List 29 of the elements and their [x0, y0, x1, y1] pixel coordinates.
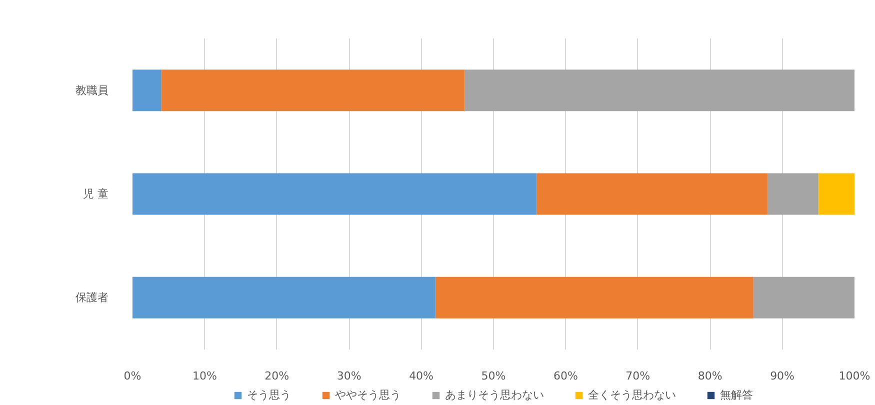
bar	[436, 276, 754, 318]
x-tick-label: 100%	[838, 370, 870, 382]
bar	[818, 173, 854, 215]
x-tick-label: 70%	[626, 370, 650, 382]
bar	[132, 276, 436, 318]
x-tick-label: 80%	[698, 370, 722, 382]
bar	[161, 70, 465, 112]
x-tick-label: 50%	[481, 370, 506, 382]
bar	[753, 276, 854, 318]
x-tick-label: 0%	[124, 370, 142, 382]
bar	[132, 70, 162, 112]
legend-label: そう思う	[247, 388, 291, 402]
y-tick-label: 教職員	[76, 84, 108, 97]
x-tick-label: 10%	[192, 370, 217, 382]
legend-label: ややそう思う	[335, 388, 401, 402]
bar	[464, 70, 854, 112]
legend-label: 無解答	[720, 388, 753, 402]
legend-label: 全くそう思わない	[588, 388, 676, 402]
bar	[132, 173, 537, 215]
x-tick-label: 60%	[553, 370, 578, 382]
x-tick-label: 20%	[264, 370, 290, 382]
x-tick-label: 90%	[770, 370, 795, 382]
x-tick-label: 30%	[336, 370, 362, 382]
bar	[536, 173, 768, 215]
bar	[768, 173, 818, 215]
legend-label: あまりそう思わない	[445, 388, 544, 402]
y-tick-label: 保護者	[76, 291, 108, 304]
y-tick-label: 児 童	[83, 188, 109, 200]
x-tick-label: 40%	[409, 370, 434, 382]
